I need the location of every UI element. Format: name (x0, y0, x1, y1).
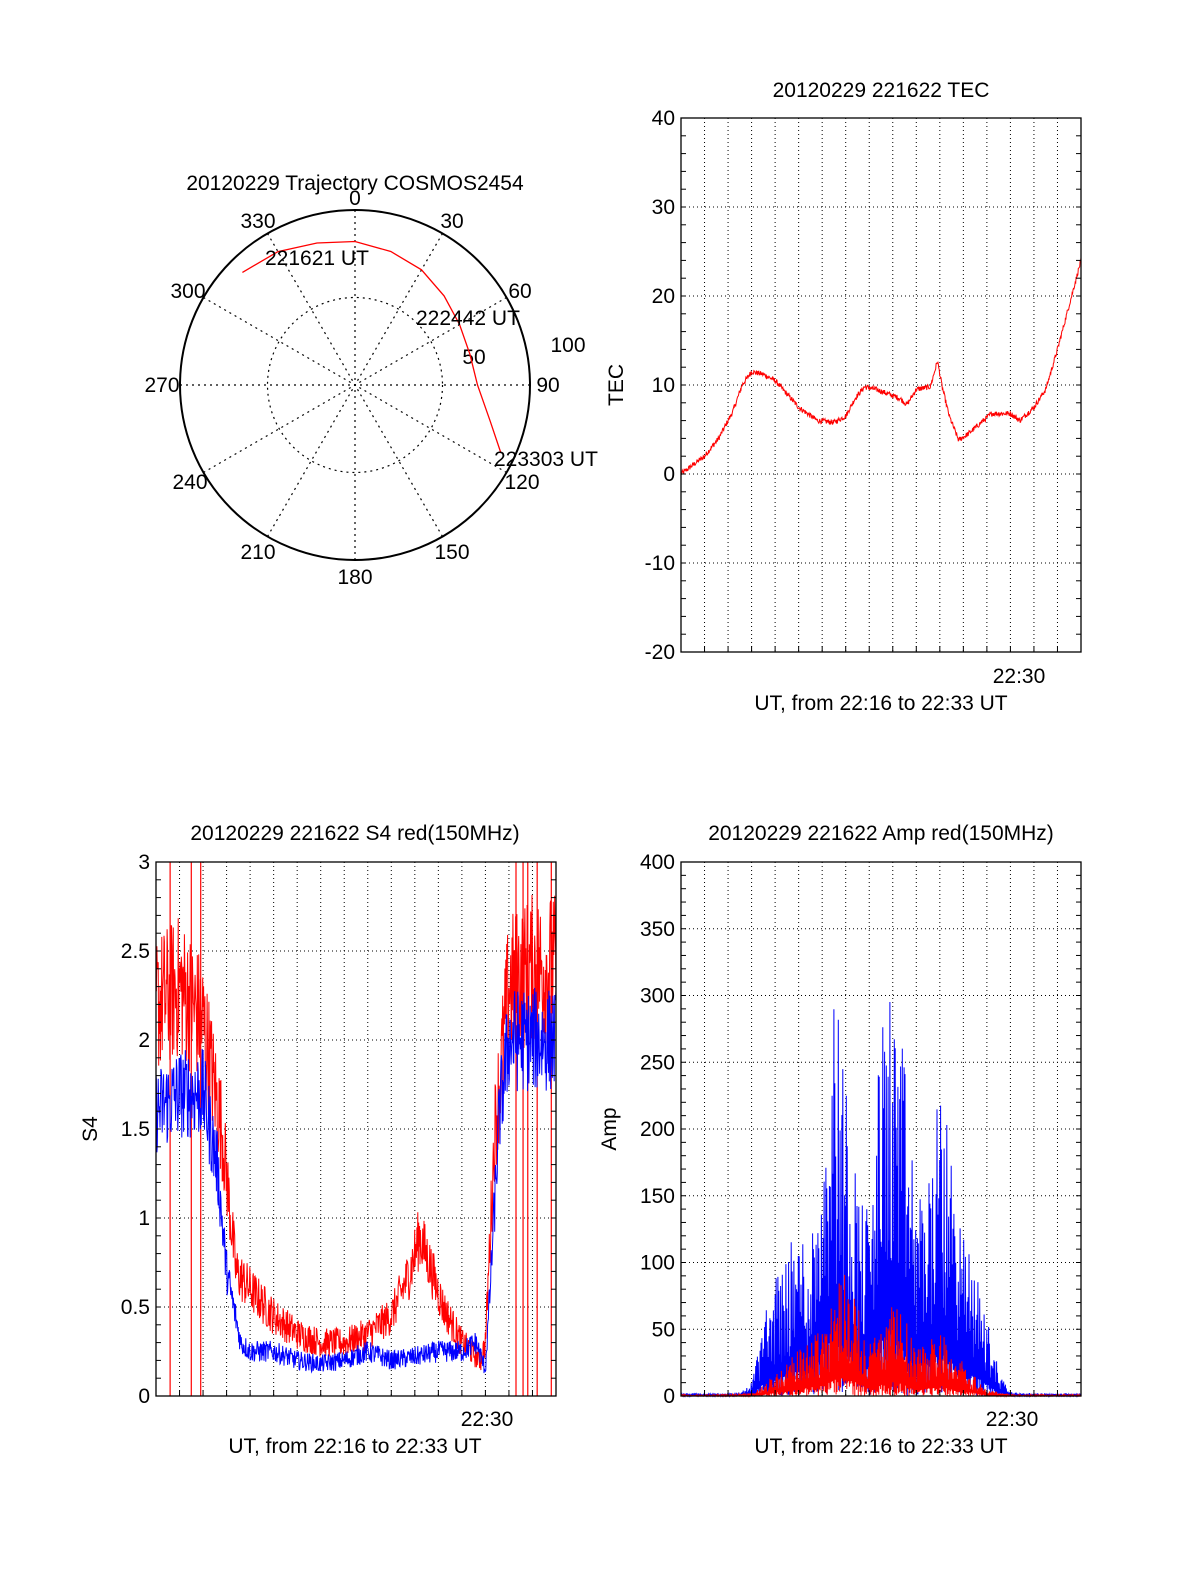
s4-ytick-label-3: 1.5 (121, 1118, 150, 1141)
az-label-30: 30 (440, 210, 463, 233)
amp-ytick-label-2: 100 (640, 1252, 675, 1275)
s4-xtick-label: 22:30 (461, 1408, 514, 1431)
az-label-0: 0 (349, 187, 361, 210)
amp-title: 20120229 221622 Amp red(150MHz) (708, 822, 1054, 845)
s4-ytick-label-1: 0.5 (121, 1296, 150, 1319)
az-label-210: 210 (240, 541, 275, 564)
tec-ytick-label-1: -10 (645, 552, 675, 575)
az-label-150: 150 (434, 541, 469, 564)
amp-xlabel: UT, from 22:16 to 22:33 UT (754, 1435, 1007, 1458)
polar-trajectory-chart: 20120229 Trajectory COSMOS2454 0 30 60 9… (144, 172, 598, 589)
amp-ytick-label-5: 250 (640, 1051, 675, 1074)
tec-ytick-label-0: -20 (645, 641, 675, 664)
az-label-300: 300 (170, 280, 205, 303)
tec-ytick-label-2: 0 (663, 463, 675, 486)
az-label-240: 240 (172, 471, 207, 494)
s4-title: 20120229 221622 S4 red(150MHz) (190, 822, 519, 845)
s4-ylabel: S4 (79, 1116, 102, 1142)
amp-ytick-label-8: 400 (640, 851, 675, 874)
tec-ytick-label-4: 20 (652, 285, 675, 308)
tec-ytick-label-3: 10 (652, 374, 675, 397)
s4-ytick-label-0: 0 (138, 1385, 150, 1408)
amp-ylabel: Amp (598, 1107, 621, 1150)
tec-ylabel: TEC (605, 364, 628, 406)
amp-series-group (680, 1001, 1082, 1398)
s4-ytick-label-6: 3 (138, 851, 150, 874)
az-label-180: 180 (337, 566, 372, 589)
polar-inner-ring (266, 296, 444, 474)
tec-grid (681, 118, 1081, 652)
tec-plot-frame (680, 117, 1082, 653)
az-label-90: 90 (536, 374, 559, 397)
amp-ytick-label-0: 0 (663, 1385, 675, 1408)
trajectory-path (242, 240, 502, 454)
amp-ytick-label-4: 200 (640, 1118, 675, 1141)
tec-ticks: -20 -10 0 10 20 30 40 (645, 107, 1081, 664)
az-label-120: 120 (504, 471, 539, 494)
amp-chart: 20120229 221622 Amp red(150MHz) 0 50 100 15… (598, 822, 1082, 1458)
az-label-330: 330 (240, 210, 275, 233)
amp-series-red (680, 1274, 1082, 1398)
s4-ticks: 0 0.5 1 1.5 2 2.5 3 (121, 851, 556, 1408)
polar-azimuth-labels: 0 30 60 90 120 150 180 210 240 270 300 3… (144, 187, 559, 589)
s4-ytick-label-2: 1 (138, 1207, 150, 1230)
s4-chart: 20120229 221622 S4 red(150MHz) 0 0.5 1 1.5 2… (79, 822, 557, 1458)
tec-series-group (680, 257, 1082, 475)
amp-plot-frame (680, 861, 1082, 1397)
annotation-start-time: 221621 UT (265, 247, 369, 270)
annotation-mid-time: 222442 UT (416, 307, 520, 330)
az-label-60: 60 (508, 280, 531, 303)
polar-title: 20120229 Trajectory COSMOS2454 (186, 172, 524, 195)
s4-series-blue (155, 987, 557, 1374)
s4-xlabel: UT, from 22:16 to 22:33 UT (228, 1435, 481, 1458)
amp-xtick-label: 22:30 (986, 1408, 1039, 1431)
s4-ytick-label-4: 2 (138, 1029, 150, 1052)
amp-ytick-label-7: 350 (640, 918, 675, 941)
elevation-ring-label-100: 100 (550, 334, 585, 357)
annotation-end-time: 223303 UT (494, 448, 598, 471)
s4-plot-frame (155, 861, 557, 1397)
tec-chart: 20120229 221622 TEC -20 -10 0 10 20 30 40 22:3… (605, 79, 1082, 715)
s4-ytick-label-5: 2.5 (121, 940, 150, 963)
tec-ytick-label-5: 30 (652, 196, 675, 219)
tec-xlabel: UT, from 22:16 to 22:33 UT (754, 692, 1007, 715)
elevation-ring-label-50: 50 (462, 346, 485, 369)
polar-spokes (180, 210, 530, 560)
s4-series-red (155, 894, 557, 1371)
az-label-270: 270 (144, 374, 179, 397)
tec-series-red (680, 257, 1082, 475)
amp-ticks: 0 50 100 150 200 250 300 350 400 (640, 851, 1081, 1408)
polar-spoke-150 (266, 233, 444, 537)
amp-ytick-label-3: 150 (640, 1185, 675, 1208)
tec-ytick-label-6: 40 (652, 107, 675, 130)
tec-xtick-label: 22:30 (993, 665, 1046, 688)
amp-ytick-label-6: 300 (640, 985, 675, 1008)
amp-ytick-label-1: 50 (652, 1318, 675, 1341)
tec-title: 20120229 221622 TEC (773, 79, 990, 102)
